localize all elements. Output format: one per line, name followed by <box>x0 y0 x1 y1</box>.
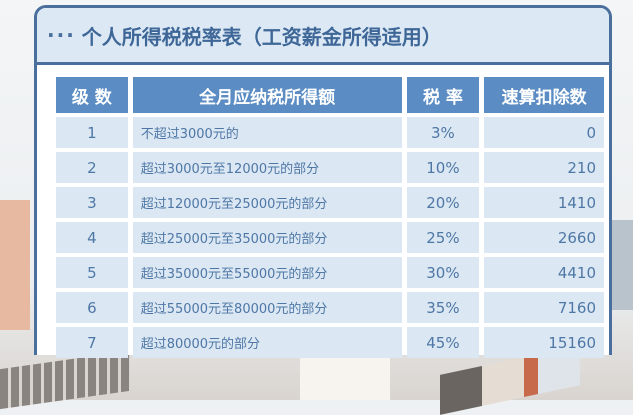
table-row: 5 超过35000元至55000元的部分 30% 4410 <box>56 257 604 288</box>
tax-rate-card: ··· 个人所得税税率表（工资薪金所得适用） 级 数 全月应纳税所得额 税 率 … <box>34 5 612 358</box>
header-tax-rate: 税 率 <box>406 77 480 113</box>
header-taxable-income: 全月应纳税所得额 <box>132 77 402 113</box>
cell-tax-rate: 10% <box>406 152 480 183</box>
cell-level: 7 <box>56 327 128 358</box>
table-row: 6 超过55000元至80000元的部分 35% 7160 <box>56 292 604 323</box>
cell-taxable-income: 超过12000元至25000元的部分 <box>132 187 402 218</box>
cell-taxable-income: 超过25000元至35000元的部分 <box>132 222 402 253</box>
cell-level: 6 <box>56 292 128 323</box>
cell-quick-deduction: 1410 <box>484 187 604 218</box>
cell-taxable-income: 超过80000元的部分 <box>132 327 402 358</box>
cell-quick-deduction: 0 <box>484 117 604 148</box>
cell-taxable-income: 超过3000元至12000元的部分 <box>132 152 402 183</box>
table-row: 1 不超过3000元的 3% 0 <box>56 117 604 148</box>
cell-quick-deduction: 15160 <box>484 327 604 358</box>
cell-quick-deduction: 210 <box>484 152 604 183</box>
header-quick-deduction: 速算扣除数 <box>484 77 604 113</box>
table-row: 3 超过12000元至25000元的部分 20% 1410 <box>56 187 604 218</box>
cell-quick-deduction: 4410 <box>484 257 604 288</box>
cell-level: 2 <box>56 152 128 183</box>
tax-rate-table: 级 数 全月应纳税所得额 税 率 速算扣除数 1 不超过3000元的 3% 0 2 超过3… <box>51 73 609 362</box>
cell-level: 1 <box>56 117 128 148</box>
cell-quick-deduction: 7160 <box>484 292 604 323</box>
cell-tax-rate: 30% <box>406 257 480 288</box>
side-object-illustration <box>612 220 633 310</box>
cell-level: 4 <box>56 222 128 253</box>
cell-quick-deduction: 2660 <box>484 222 604 253</box>
desk-items-illustration <box>0 200 30 330</box>
table-row: 2 超过3000元至12000元的部分 10% 210 <box>56 152 604 183</box>
title-dots: ··· <box>47 23 76 47</box>
cell-tax-rate: 45% <box>406 327 480 358</box>
page-title: 个人所得税税率表（工资薪金所得适用） <box>81 24 442 49</box>
table-header-row: 级 数 全月应纳税所得额 税 率 速算扣除数 <box>56 77 604 113</box>
header-level: 级 数 <box>56 77 128 113</box>
title-bar: ··· 个人所得税税率表（工资薪金所得适用） <box>37 8 609 65</box>
cell-taxable-income: 不超过3000元的 <box>132 117 402 148</box>
papers-illustration <box>300 355 390 400</box>
cell-level: 3 <box>56 187 128 218</box>
table-row: 4 超过25000元至35000元的部分 25% 2660 <box>56 222 604 253</box>
cell-tax-rate: 3% <box>406 117 480 148</box>
cell-tax-rate: 20% <box>406 187 480 218</box>
cell-level: 5 <box>56 257 128 288</box>
cell-taxable-income: 超过55000元至80000元的部分 <box>132 292 402 323</box>
cell-tax-rate: 25% <box>406 222 480 253</box>
table-row: 7 超过80000元的部分 45% 15160 <box>56 327 604 358</box>
cell-tax-rate: 35% <box>406 292 480 323</box>
cell-taxable-income: 超过35000元至55000元的部分 <box>132 257 402 288</box>
